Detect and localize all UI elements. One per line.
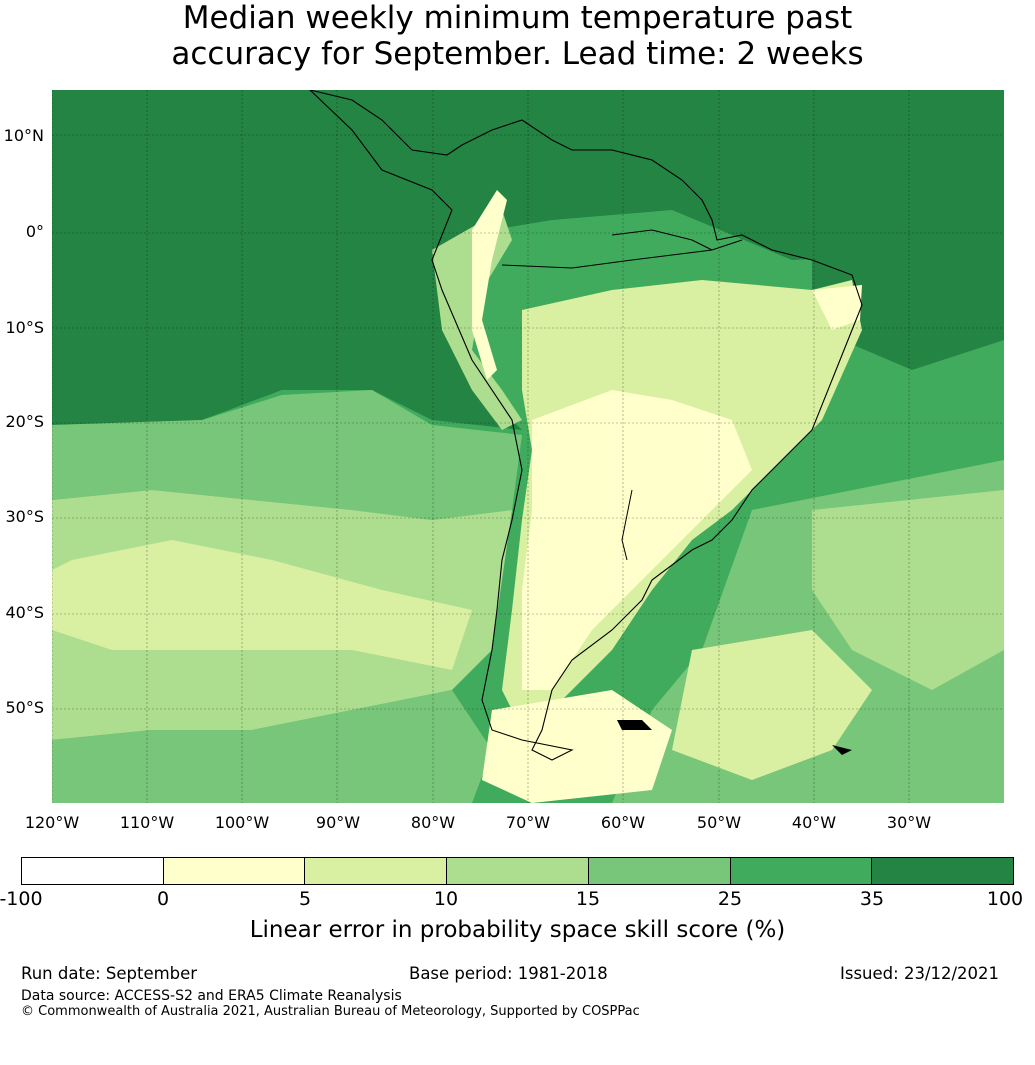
river-line: [501, 239, 743, 269]
coastline: [309, 90, 863, 761]
colorbar-tick: 25: [717, 888, 743, 910]
lon-label-40w: 40°W: [791, 813, 837, 832]
run-date: Run date: September: [21, 964, 198, 983]
zone-andes-peak: [472, 190, 507, 380]
lon-label-50w: 50°W: [696, 813, 742, 832]
colorbar-tick: -100: [0, 888, 43, 910]
colorbar-tick: 5: [298, 888, 312, 910]
colorbar-tick: 100: [986, 888, 1024, 910]
lon-label-60w: 60°W: [600, 813, 646, 832]
lon-label-110w: 110°W: [119, 813, 175, 832]
zone-south-west: [52, 690, 492, 803]
data-source: Data source: ACCESS-S2 and ERA5 Climate …: [21, 988, 402, 1004]
lon-label-120w: 120°W: [24, 813, 80, 832]
zone-patagonia-low: [482, 690, 672, 803]
colorbar-segment: [872, 858, 1014, 884]
zone-pacific-high: [52, 145, 522, 430]
zone-atlantic-south-light: [812, 490, 1004, 690]
colorbar-tick: 15: [575, 888, 601, 910]
title-line-2: accuracy for September. Lead time: 2 wee…: [171, 36, 864, 72]
skill-map: [52, 90, 1004, 803]
falkland-islands: [617, 720, 652, 730]
lon-label-90w: 90°W: [315, 813, 361, 832]
title-line-1: Median weekly minimum temperature past: [182, 0, 853, 36]
lat-label-40s: 40°S: [5, 603, 44, 622]
zone-continent-low: [522, 390, 752, 690]
colorbar-segment: [588, 858, 731, 884]
lat-label-0: 0°: [25, 222, 44, 241]
lon-label-70w: 70°W: [505, 813, 551, 832]
zone-northeast-low: [812, 285, 862, 330]
colorbar-segment: [730, 858, 873, 884]
zone-atlantic-southwest: [672, 630, 872, 780]
copyright: © Commonwealth of Australia 2021, Austra…: [21, 1004, 640, 1019]
lon-label-80w: 80°W: [410, 813, 456, 832]
lat-label-10n: 10°N: [3, 126, 44, 145]
zone-pacific-lower: [52, 540, 472, 670]
south-georgia: [832, 745, 852, 755]
colorbar-segment: [163, 858, 306, 884]
zone-pacific-mid: [52, 390, 522, 520]
lon-label-100w: 100°W: [214, 813, 270, 832]
base-period: Base period: 1981-2018: [409, 964, 608, 983]
lat-label-10s: 10°S: [5, 318, 44, 337]
lon-label-30w: 30°W: [886, 813, 932, 832]
colorbar-tick: 35: [859, 888, 885, 910]
colorbar-segment: [447, 858, 589, 884]
colorbar-label: Linear error in probability space skill …: [249, 917, 786, 943]
lat-label-20s: 20°S: [5, 412, 44, 431]
chart-title: Median weekly minimum temperature past a…: [0, 0, 1035, 72]
lat-label-30s: 30°S: [5, 507, 44, 526]
rio-plata: [621, 489, 633, 561]
colorbar: [21, 857, 1014, 885]
colorbar-segment: [305, 858, 448, 884]
colorbar-tick: 10: [433, 888, 459, 910]
amazon-river: [611, 229, 713, 251]
issued-date: Issued: 23/12/2021: [840, 964, 1000, 983]
lat-label-50s: 50°S: [5, 698, 44, 717]
gridlines: [52, 90, 1004, 803]
colorbar-tick: 0: [156, 888, 170, 910]
map-svg: [52, 90, 1004, 803]
colorbar-segment: [22, 858, 164, 884]
